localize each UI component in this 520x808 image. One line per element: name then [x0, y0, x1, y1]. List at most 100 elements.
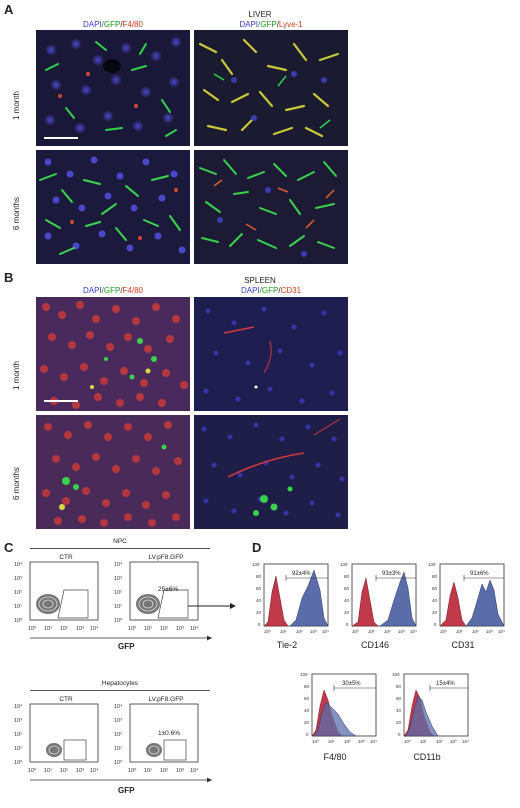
svg-text:10³: 10³	[358, 739, 365, 744]
micrograph-spleen-f480-6months	[36, 415, 190, 529]
svg-text:10⁴: 10⁴	[498, 629, 505, 634]
svg-text:10⁰: 10⁰	[440, 629, 447, 634]
svg-text:10⁴: 10⁴	[322, 629, 329, 634]
svg-text:40: 40	[396, 708, 402, 713]
svg-text:10³: 10³	[114, 576, 122, 582]
svg-text:10⁴: 10⁴	[14, 561, 23, 568]
svg-text:10¹: 10¹	[114, 604, 122, 610]
svg-text:80: 80	[344, 574, 350, 579]
svg-text:10¹: 10¹	[280, 629, 287, 634]
svg-text:10⁴: 10⁴	[90, 767, 99, 774]
npc-density-plots: 10⁴ 10³ 10² 10¹ 10⁰ 10⁴ 10³ 10² 10¹ 10⁰ 10⁰ 10¹ 10…	[14, 561, 212, 641]
cd11b-percent: 15±4%	[436, 681, 455, 687]
svg-text:10¹: 10¹	[114, 746, 122, 752]
svg-text:60: 60	[344, 586, 350, 591]
svg-text:60: 60	[304, 696, 310, 701]
svg-text:10⁰: 10⁰	[128, 625, 137, 632]
svg-text:10³: 10³	[398, 629, 405, 634]
panel-c-letter: C	[4, 540, 14, 555]
panel-a-title: LIVER	[248, 10, 272, 19]
svg-text:10⁰: 10⁰	[404, 739, 411, 744]
svg-text:10³: 10³	[486, 629, 493, 634]
svg-text:10²: 10²	[114, 590, 122, 596]
panel-b-col2-label: DAPI/GFP/CD31	[240, 286, 302, 295]
svg-text:0: 0	[346, 622, 349, 627]
histogram-f480: 100 80 60 40 20 0 10⁰ 10¹ 10² 10³ 10⁴	[300, 672, 377, 744]
svg-text:10¹: 10¹	[368, 629, 375, 634]
panel-a-row2-label: 6 months	[12, 197, 21, 230]
svg-text:40: 40	[256, 598, 262, 603]
panel-b-title: SPLEEN	[244, 276, 276, 285]
panel-d-letter: D	[252, 540, 262, 555]
svg-text:10³: 10³	[76, 626, 84, 632]
panel-b-col1-label: DAPI/GFP/F4/80	[82, 286, 144, 295]
svg-text:80: 80	[396, 684, 402, 689]
panel-b-letter: B	[4, 270, 14, 285]
svg-text:10²: 10²	[344, 739, 351, 744]
svg-text:10¹: 10¹	[328, 739, 335, 744]
svg-text:10⁰: 10⁰	[14, 759, 23, 766]
svg-text:10³: 10³	[14, 718, 22, 724]
svg-text:10²: 10²	[160, 768, 168, 774]
hepatocytes-title: Hepatocytes	[101, 680, 139, 687]
svg-text:10⁰: 10⁰	[14, 617, 23, 624]
svg-text:10¹: 10¹	[44, 768, 52, 774]
npc-gfp-xlabel: GFP	[118, 642, 135, 651]
micrograph-liver-f480-6months-texture	[36, 150, 190, 264]
svg-text:0: 0	[258, 622, 261, 627]
hep-gfp-percent: 1±0.6%	[158, 730, 180, 737]
micrograph-spleen-f480-6months-texture	[36, 415, 190, 529]
micrograph-liver-f480-1month	[36, 30, 190, 146]
svg-text:10²: 10²	[60, 768, 68, 774]
npc-to-histogram-arrow	[188, 603, 236, 609]
panel-a-letter: A	[4, 2, 14, 17]
micrograph-liver-lyve1-6months	[194, 150, 348, 264]
micrograph-spleen-f480-1month	[36, 297, 190, 411]
svg-text:10¹: 10¹	[144, 768, 152, 774]
svg-text:10³: 10³	[176, 768, 184, 774]
tie2-percent: 92±4%	[292, 571, 311, 577]
svg-text:10⁴: 10⁴	[190, 625, 199, 632]
svg-text:10³: 10³	[450, 739, 457, 744]
micrograph-liver-f480-6months	[36, 150, 190, 264]
svg-text:10⁰: 10⁰	[312, 739, 319, 744]
svg-text:10¹: 10¹	[144, 626, 152, 632]
svg-text:10⁰: 10⁰	[352, 629, 359, 634]
f480-label: F4/80	[323, 752, 347, 762]
svg-text:0: 0	[434, 622, 437, 627]
svg-text:10¹: 10¹	[14, 604, 22, 610]
micrograph-liver-lyve1-1month	[194, 30, 348, 146]
svg-text:10²: 10²	[472, 629, 479, 634]
micrograph-spleen-cd31-6months-texture	[194, 415, 348, 529]
hepatocyte-density-plots: 10⁴ 10³ 10² 10¹ 10⁰ 10⁴ 10³ 10² 10¹ 10⁰ 10⁰ 10¹ 10…	[14, 703, 212, 783]
svg-text:100: 100	[300, 672, 308, 677]
micrograph-liver-lyve1-6months-texture	[194, 150, 348, 264]
cd146-percent: 93±3%	[382, 571, 401, 577]
svg-text:10²: 10²	[60, 626, 68, 632]
svg-text:10⁴: 10⁴	[370, 739, 377, 744]
svg-text:20: 20	[256, 610, 262, 615]
svg-text:20: 20	[396, 720, 402, 725]
cd31-label: CD31	[451, 640, 475, 650]
panel-a-col2-label: DAPI/GFP/Lyve-1	[239, 20, 303, 29]
svg-text:10²: 10²	[114, 732, 122, 738]
svg-text:10⁴: 10⁴	[462, 739, 469, 744]
micrograph-liver-f480-1month-texture	[36, 30, 190, 146]
hep-gfp-xlabel: GFP	[118, 786, 135, 795]
svg-text:10⁴: 10⁴	[114, 561, 123, 568]
svg-text:10⁴: 10⁴	[410, 629, 417, 634]
svg-text:40: 40	[432, 598, 438, 603]
f480-percent: 30±5%	[342, 681, 361, 687]
svg-text:80: 80	[432, 574, 438, 579]
svg-text:80: 80	[304, 684, 310, 689]
micrograph-spleen-f480-1month-texture	[36, 297, 190, 411]
svg-text:10⁴: 10⁴	[114, 703, 123, 710]
micrograph-spleen-cd31-1month-texture	[194, 297, 348, 411]
cd31-percent: 91±6%	[470, 571, 489, 577]
svg-text:20: 20	[432, 610, 438, 615]
svg-text:10⁴: 10⁴	[14, 703, 23, 710]
svg-text:0: 0	[398, 732, 401, 737]
panel-b-row1-label: 1 month	[12, 361, 21, 390]
panel-b-row2-label: 6 months	[12, 467, 21, 500]
hep-lv-label: LV.pF8.GFP	[148, 696, 184, 703]
